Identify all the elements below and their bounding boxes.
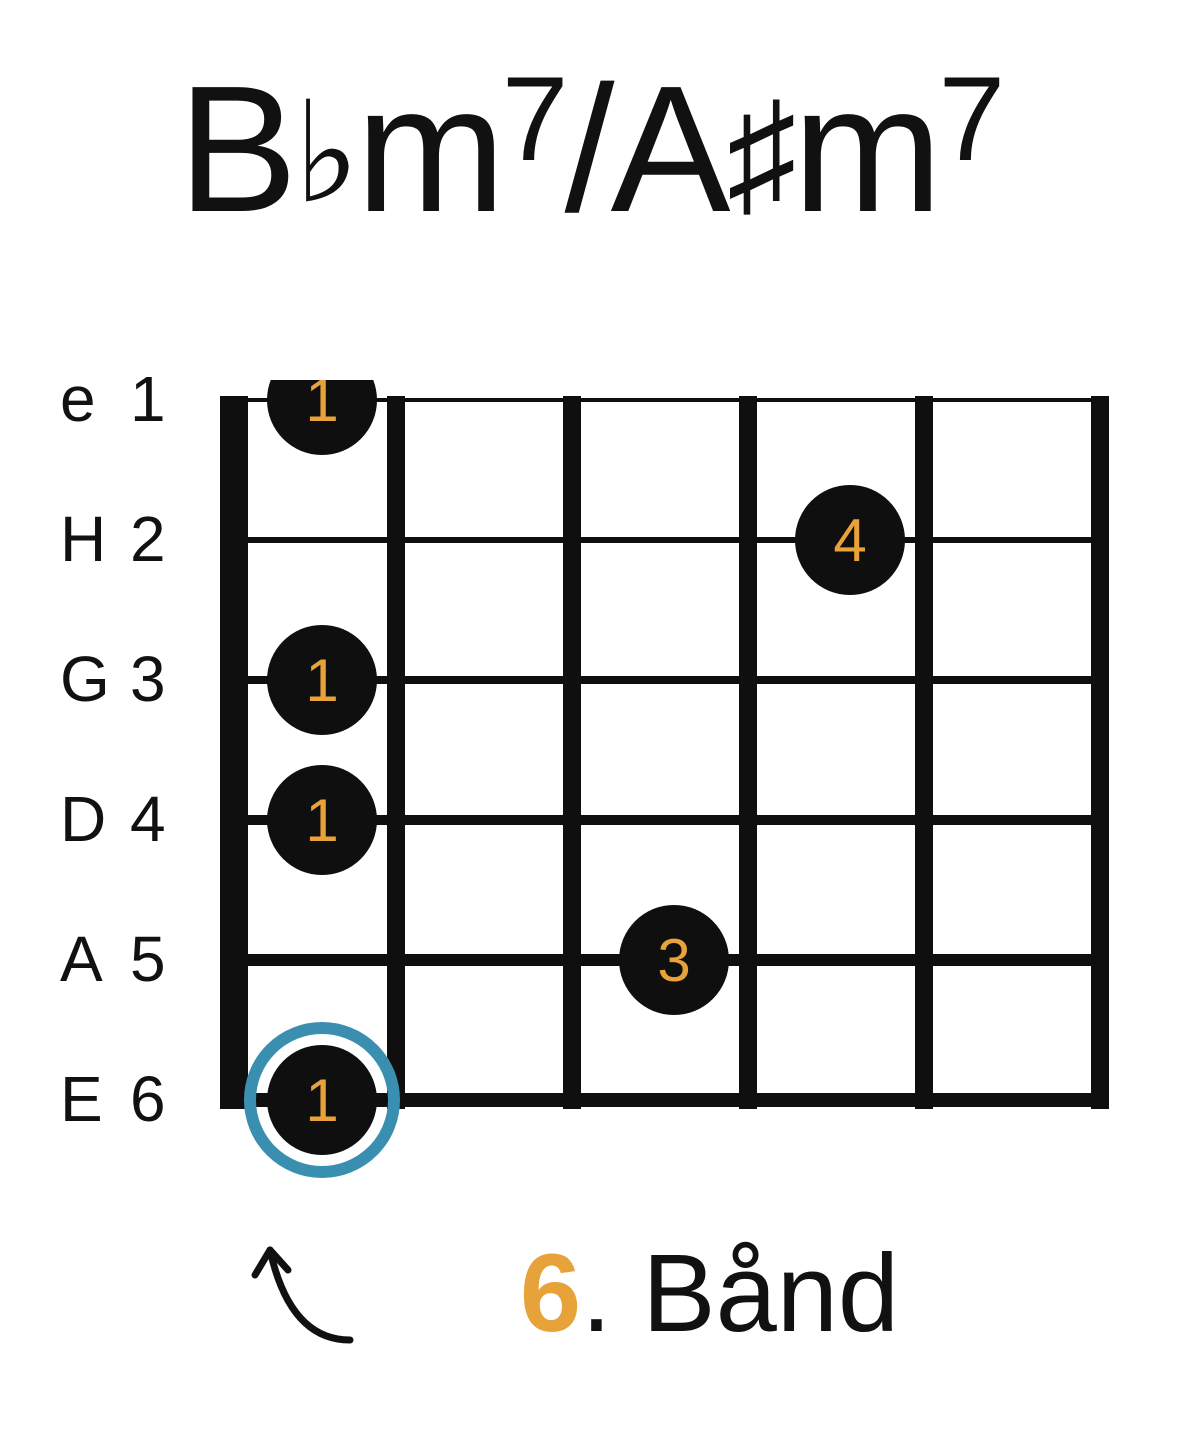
- string-num-label: 4: [130, 782, 180, 856]
- title-quality1a: m: [356, 49, 502, 250]
- title-slash: /: [565, 49, 611, 250]
- title-accidental1: ♭: [294, 74, 356, 231]
- fret-number: 6: [520, 1232, 581, 1355]
- string-note-label: A: [60, 922, 110, 996]
- title-quality1b: 7: [502, 52, 565, 186]
- title-root2: A: [611, 49, 727, 250]
- title-quality2b: 7: [939, 52, 1002, 186]
- chord-diagram-container: B♭m7/A♯m7 e1H2G3D4A5E6 141131 6. Bånd: [0, 0, 1179, 1455]
- title-root1: B: [178, 49, 294, 250]
- diagram-wrap: e1H2G3D4A5E6 141131: [60, 380, 1120, 1200]
- title-accidental2: ♯: [727, 74, 793, 231]
- string-note-label: e: [60, 362, 110, 436]
- finger-dot-label: 4: [833, 507, 866, 574]
- finger-dot-label: 1: [305, 1067, 338, 1134]
- chord-title: B♭m7/A♯m7: [0, 40, 1179, 253]
- string-num-label: 6: [130, 1062, 180, 1136]
- finger-dot-label: 3: [657, 927, 690, 994]
- string-num-label: 1: [130, 362, 180, 436]
- footer-label: 6. Bånd: [120, 1230, 1179, 1357]
- string-note-label: D: [60, 782, 110, 856]
- fretboard: 1 4 1 1 3 1: [210, 380, 1110, 1220]
- string-note-label: G: [60, 642, 110, 716]
- finger-dot-label: 1: [305, 647, 338, 714]
- string-num-label: 3: [130, 642, 180, 716]
- title-quality2a: m: [793, 49, 939, 250]
- string-num-label: 2: [130, 502, 180, 576]
- fret-label-suffix: . Bånd: [581, 1232, 899, 1355]
- finger-dot-label: 1: [305, 787, 338, 854]
- string-note-label: H: [60, 502, 110, 576]
- string-note-label: E: [60, 1062, 110, 1136]
- finger-dot-label: 1: [305, 380, 338, 434]
- string-num-label: 5: [130, 922, 180, 996]
